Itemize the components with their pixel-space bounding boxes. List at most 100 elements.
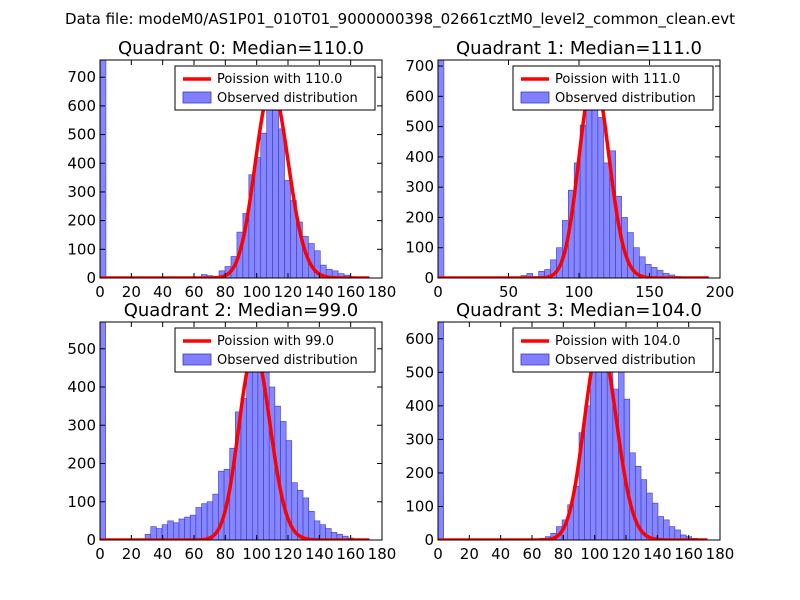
plot-area: [100, 322, 370, 540]
x-tick-label: 100: [565, 283, 594, 301]
x-tick-label: 100: [242, 283, 271, 301]
histogram-bar: [100, 322, 106, 540]
x-tick-label: 40: [153, 545, 172, 563]
legend-label-observed: Observed distribution: [217, 91, 358, 106]
subplot-quadrant-1: 0 50 100 150 200 0 100 200 300 400 500 600 700 Quadra…: [405, 38, 734, 301]
axes-frame: [437, 321, 721, 541]
histogram-bar: [150, 526, 157, 540]
legend-label-poisson: Poission with 110.0: [217, 72, 342, 87]
x-tick-label: 40: [491, 545, 510, 563]
subplot-title: Quadrant 2: Median=99.0: [124, 300, 359, 321]
histogram-bar: [601, 345, 608, 540]
subplot-title: Quadrant 3: Median=104.0: [456, 300, 702, 321]
legend: Poission with 104.0 Observed distribution: [512, 327, 714, 373]
histogram-bar: [173, 522, 180, 540]
histogram-bar: [278, 128, 285, 278]
histogram-bar: [189, 514, 197, 540]
x-tick-label: 80: [216, 545, 235, 563]
histogram-bar: [591, 99, 599, 278]
histogram-bar: [308, 511, 315, 540]
histogram-bar: [206, 501, 214, 540]
figure-suptitle: Data file: modeM0/AS1P01_010T01_90000003…: [65, 10, 735, 29]
y-tick-label: 500: [67, 340, 96, 358]
x-tick-label: 0: [433, 283, 443, 301]
histogram-bar: [254, 157, 262, 278]
y-tick-label: 300: [67, 416, 96, 434]
x-tick-label: 80: [554, 545, 573, 563]
x-tick-label: 180: [368, 545, 397, 563]
y-tick-label: 200: [405, 464, 434, 482]
histogram-bar: [629, 452, 636, 540]
subplot-title: Quadrant 0: Median=110.0: [118, 38, 364, 59]
subplot-grid: 0 20 40 60 80 100 120 140 160 1800100200300400500…: [67, 38, 734, 563]
x-tick-label: 50: [499, 283, 518, 301]
y-tick-label: 0: [424, 269, 434, 287]
legend-label-observed: Observed distribution: [555, 91, 696, 106]
y-tick-label: 500: [67, 126, 96, 144]
legend: Poission with 99.0 Observed distribution: [174, 327, 376, 373]
x-tick-label: 180: [706, 545, 735, 563]
y-tick-label: 0: [424, 531, 434, 549]
x-tick-label: 20: [122, 545, 141, 563]
histogram-bar: [319, 524, 326, 540]
x-tick-label: 120: [612, 545, 641, 563]
legend: Poission with 111.0 Observed distribution: [512, 65, 714, 111]
histogram-bar: [268, 386, 276, 540]
histogram-bar: [597, 117, 605, 278]
subplot-quadrant-2: 0 20 40 60 80 100 120 140 160 1800100200300400500…: [67, 300, 396, 563]
y-tick-label: 200: [67, 455, 96, 473]
x-tick-label: 160: [336, 283, 365, 301]
x-tick-label: 160: [674, 545, 703, 563]
histogram-bar: [195, 507, 202, 540]
y-tick-label: 100: [67, 493, 96, 511]
plot-area: [438, 60, 710, 278]
histogram-bar: [240, 398, 247, 540]
x-tick-label: 0: [433, 545, 443, 563]
x-tick-label: 140: [305, 545, 334, 563]
x-tick-label: 100: [580, 545, 609, 563]
histogram-bar: [603, 162, 611, 278]
histogram-bar: [668, 526, 676, 540]
y-tick-label: 300: [67, 183, 96, 201]
x-tick-label: 140: [305, 283, 334, 301]
histogram-bar: [100, 60, 107, 278]
x-tick-label: 0: [95, 283, 105, 301]
x-tick-label: 0: [95, 545, 105, 563]
histogram-bar: [178, 518, 185, 540]
axes-frame: [99, 321, 383, 541]
y-tick-label: 0: [86, 531, 96, 549]
x-tick-label: 100: [242, 545, 271, 563]
x-tick-label: 60: [184, 283, 203, 301]
legend-bar-swatch: [182, 353, 212, 366]
x-tick-label: 20: [460, 545, 479, 563]
y-tick-label: 500: [405, 118, 434, 136]
histogram-bar: [184, 516, 191, 540]
histogram-bar: [646, 492, 653, 540]
histogram-bar: [438, 60, 445, 278]
histogram-bar: [284, 180, 291, 278]
y-tick-label: 300: [405, 178, 434, 196]
histogram-bar: [302, 497, 309, 540]
y-tick-label: 600: [405, 330, 434, 348]
subplot-title: Quadrant 1: Median=111.0: [456, 38, 702, 59]
y-tick-label: 100: [405, 497, 434, 515]
x-tick-label: 120: [274, 545, 303, 563]
histogram-bar: [438, 322, 444, 540]
y-tick-label: 200: [405, 208, 434, 226]
histogram-bar: [272, 99, 279, 278]
y-tick-label: 400: [67, 378, 96, 396]
histogram-bar: [297, 489, 304, 540]
poisson-curve: [100, 85, 370, 278]
plot-area: [438, 322, 708, 540]
axes-frame: [99, 59, 383, 279]
y-tick-label: 300: [405, 430, 434, 448]
x-tick-label: 60: [522, 545, 541, 563]
legend-label-observed: Observed distribution: [217, 353, 358, 368]
x-tick-label: 200: [706, 283, 735, 301]
legend: Poission with 110.0 Observed distribution: [174, 65, 376, 111]
legend-bar-swatch: [520, 353, 550, 366]
x-tick-label: 120: [274, 283, 303, 301]
histogram-bar: [657, 516, 664, 540]
y-tick-label: 400: [405, 397, 434, 415]
y-tick-label: 200: [67, 212, 96, 230]
